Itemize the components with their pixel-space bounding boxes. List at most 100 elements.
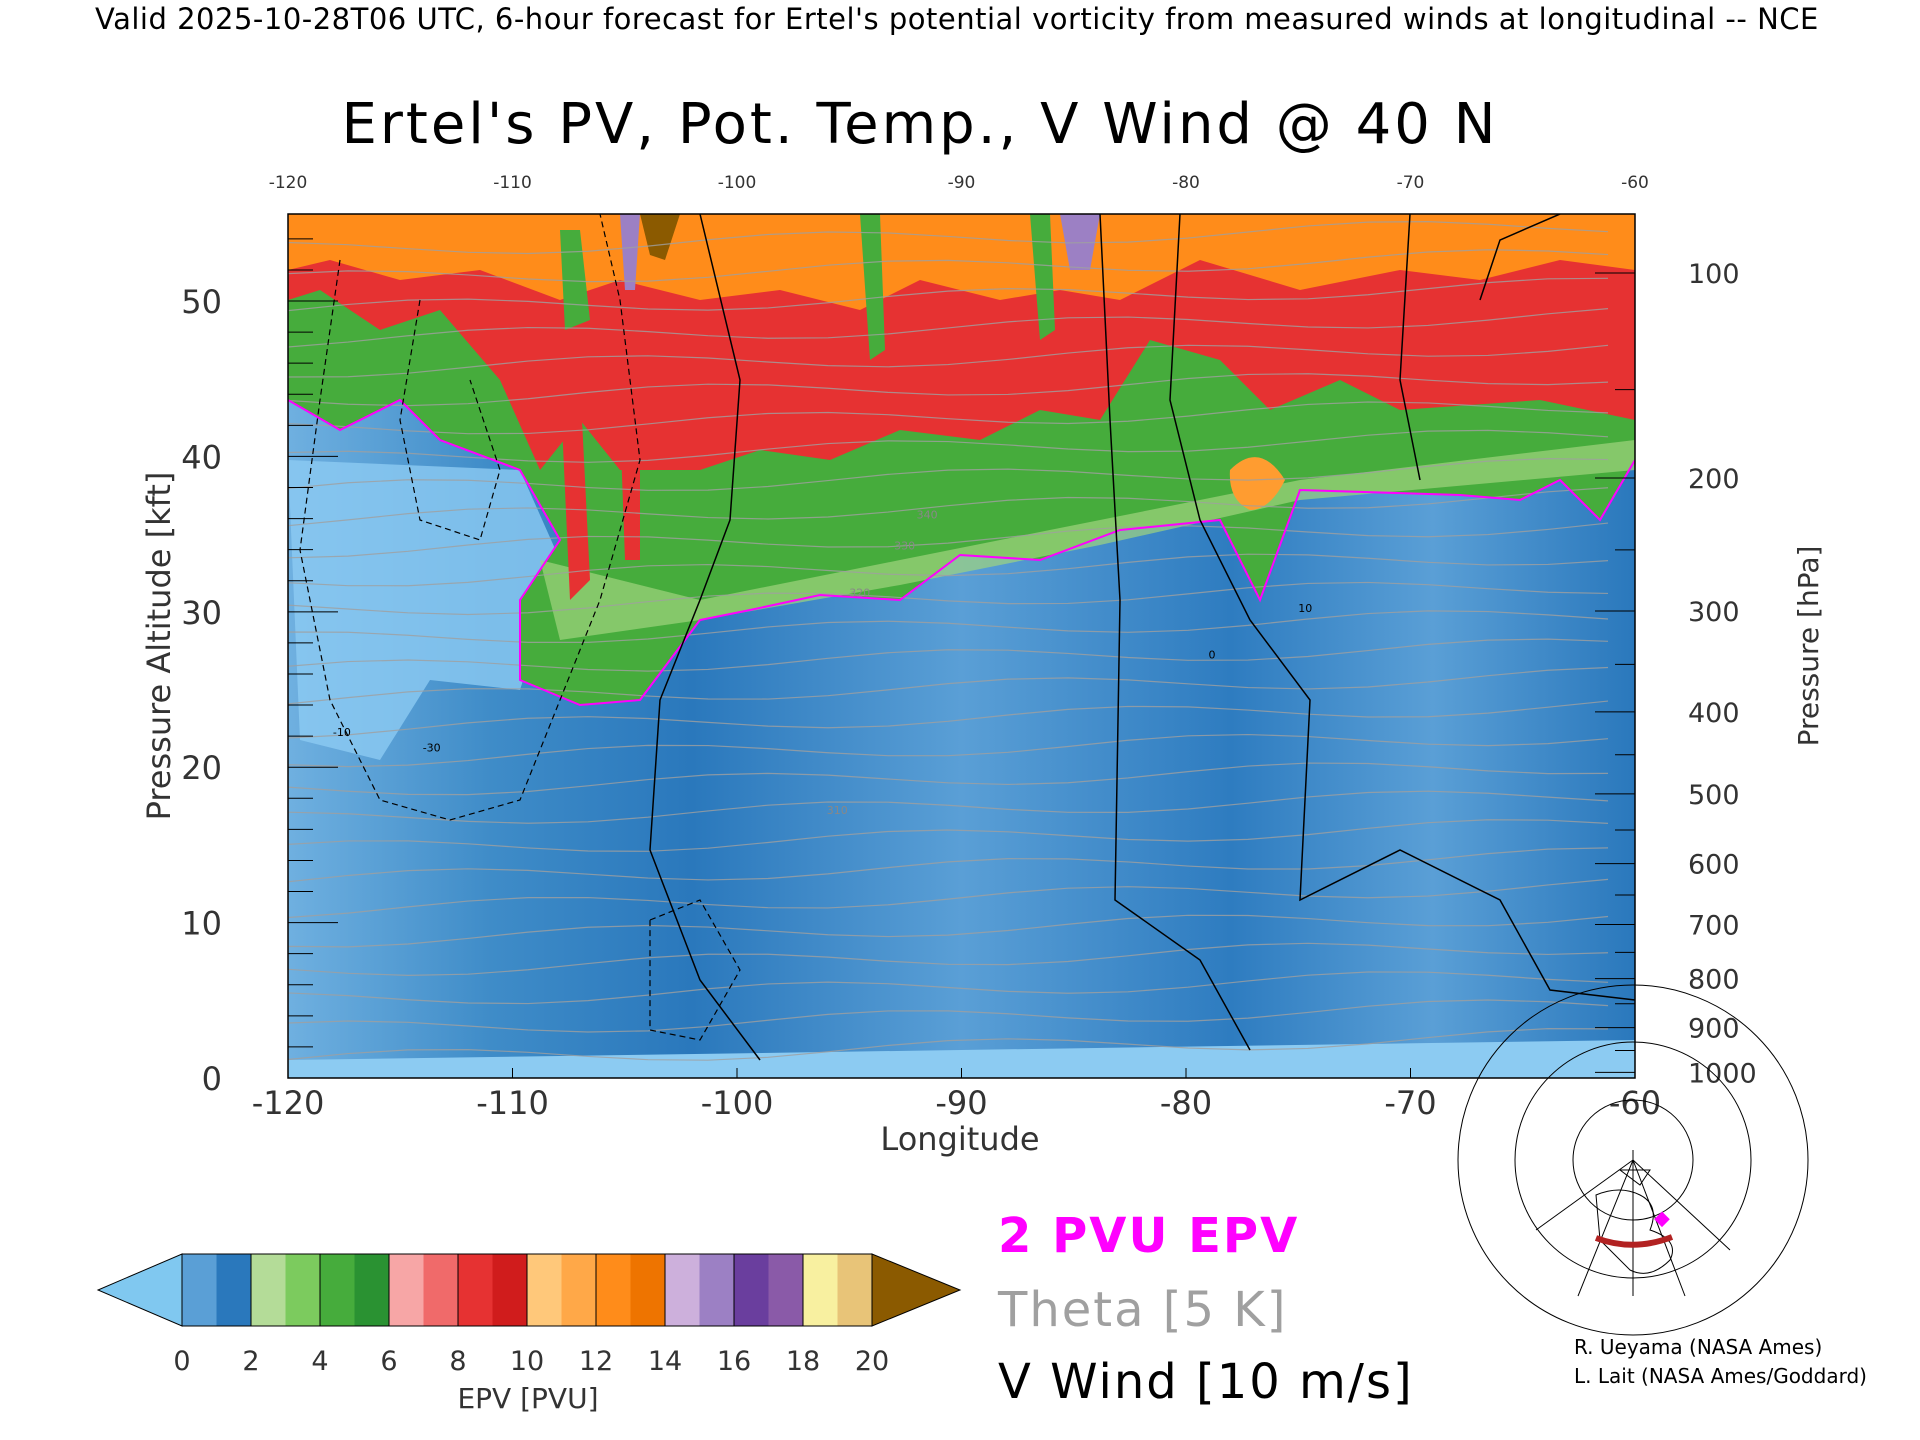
theta-contour-line (288, 666, 1609, 720)
theta-contour-line (288, 638, 1609, 690)
pv-2pvu-contour (288, 398, 1635, 707)
colorbar-segment (320, 1254, 355, 1326)
colorbar-tick-label: 20 (855, 1346, 889, 1377)
colorbar-segment (768, 1254, 804, 1326)
x-tick-label: -110 (476, 1084, 549, 1122)
pressure-tick-label: 800 (1688, 965, 1740, 996)
contour-label: 330 (894, 540, 915, 553)
contour-label: 320 (849, 586, 870, 599)
theta-contour-line (288, 458, 1609, 510)
contour-label: 0 (1208, 648, 1215, 661)
colorbar-segment (492, 1254, 528, 1326)
colorbar-segment (699, 1254, 735, 1326)
x-top-tick-label: -110 (493, 173, 532, 193)
chart-subtitle: Valid 2025-10-28T06 UTC, 6-hour forecast… (95, 2, 1819, 36)
colorbar-segment (596, 1254, 631, 1326)
colorbar-segment (389, 1254, 424, 1326)
theta-contour-line (288, 610, 1609, 660)
colorbar-tick-label: 0 (173, 1346, 190, 1377)
theta-contour-line (288, 429, 1609, 480)
x-top-tick-label: -80 (1172, 173, 1200, 193)
x-top-tick-label: -60 (1621, 173, 1649, 193)
pressure-tick-label: 500 (1688, 780, 1740, 811)
y-axis-right: 100 200 300 400 500 600 700 800 900 1000 (1595, 259, 1757, 1089)
colorbar-segment (458, 1254, 493, 1326)
x-tick-label: -70 (1384, 1084, 1436, 1122)
x-tick-label: -100 (701, 1084, 774, 1122)
pressure-tick-label: 1000 (1688, 1058, 1757, 1089)
x-top-tick-label: -70 (1397, 173, 1425, 193)
colorbar-segment (803, 1254, 838, 1326)
y-tick-label: 20 (181, 749, 222, 787)
colorbar-segment (285, 1254, 321, 1326)
y-tick-label: 10 (181, 905, 222, 943)
theta-contour-line (288, 487, 1609, 540)
colorbar-segment (734, 1254, 769, 1326)
colorbar-segment (216, 1254, 252, 1326)
theta-contour-line (288, 581, 1609, 630)
theta-contour-line (288, 401, 1609, 450)
colorbar-segment (665, 1254, 700, 1326)
pressure-tick-label: 300 (1688, 597, 1740, 628)
x-tick-label: -60 (1609, 1084, 1661, 1122)
x-tick-label: -120 (252, 1084, 325, 1122)
pv-field-light-green-band (540, 440, 1635, 640)
theta-contour-line (288, 762, 1609, 810)
pv-field-red-columns (560, 380, 640, 600)
theta-contours (288, 221, 1609, 1078)
theta-contour-line (288, 308, 1609, 360)
map-cross-section-line (1594, 1234, 1674, 1248)
theta-contour-line (288, 221, 1609, 270)
colorbar-segment (837, 1254, 873, 1326)
colorbar-segment (182, 1254, 217, 1326)
theta-contour-line (288, 999, 1609, 1050)
y-axis-left: 0 10 20 30 40 50 (181, 238, 338, 1098)
theta-contour-line (288, 971, 1609, 1020)
colorbar-tick-label: 10 (510, 1346, 544, 1377)
v-wind-contours (649, 214, 1635, 1061)
colorbar-frame (181, 1253, 873, 1327)
colorbar-tick-label: 14 (648, 1346, 682, 1377)
theta-contour-line (288, 1028, 1609, 1078)
y-axis-label: Pressure Altitude [kft] (140, 472, 178, 821)
colorbar-tick-label: 12 (579, 1346, 613, 1377)
theta-contour-line (288, 819, 1609, 870)
contour-label: -10 (333, 726, 351, 739)
y2-axis-label: Pressure [hPa] (1792, 546, 1825, 747)
theta-contour-line (288, 733, 1609, 780)
y-tick-label: 50 (181, 283, 222, 321)
pv-field-brown-patch (640, 214, 680, 260)
pv-field-surface-light-band (288, 1040, 1635, 1078)
map-meridian (1632, 1159, 1731, 1251)
theta-contour-line (288, 790, 1609, 840)
legend-wind-label: V Wind [10 m/s] (998, 1354, 1414, 1410)
theta-contour-line (288, 249, 1609, 300)
colorbar-segment (527, 1254, 562, 1326)
theta-contour-line (288, 914, 1609, 960)
x-axis-top: -120 -110 -100 -90 -80 -70 -60 (269, 173, 1649, 193)
x-top-tick-label: -90 (948, 173, 976, 193)
y-tick-label: 40 (181, 438, 222, 476)
pressure-tick-label: 600 (1688, 850, 1740, 881)
colorbar-segment (423, 1254, 459, 1326)
colorbar-tick-label: 16 (717, 1346, 751, 1377)
pressure-tick-label: 100 (1688, 259, 1740, 290)
theta-contour-line (288, 277, 1609, 330)
theta-contour-line (288, 344, 1609, 390)
theta-contour-line (288, 942, 1609, 990)
theta-contour-line (288, 847, 1609, 900)
pressure-tick-label: 700 (1688, 910, 1740, 941)
credit-line-1: R. Ueyama (NASA Ames) (1574, 1335, 1823, 1359)
y-tick-label: 0 (202, 1060, 222, 1098)
contour-label: 10 (1298, 602, 1312, 615)
map-meridian (1535, 1159, 1634, 1231)
locator-map (1457, 984, 1809, 1336)
colorbar-under-triangle (96, 1253, 183, 1327)
colorbar-segment (561, 1254, 597, 1326)
colorbar-tick-label: 2 (242, 1346, 259, 1377)
map-latitude-circle (1457, 984, 1809, 1336)
map-meridian (1577, 1159, 1634, 1297)
theta-contour-line (288, 373, 1609, 420)
theta-contour-line (288, 700, 1609, 750)
